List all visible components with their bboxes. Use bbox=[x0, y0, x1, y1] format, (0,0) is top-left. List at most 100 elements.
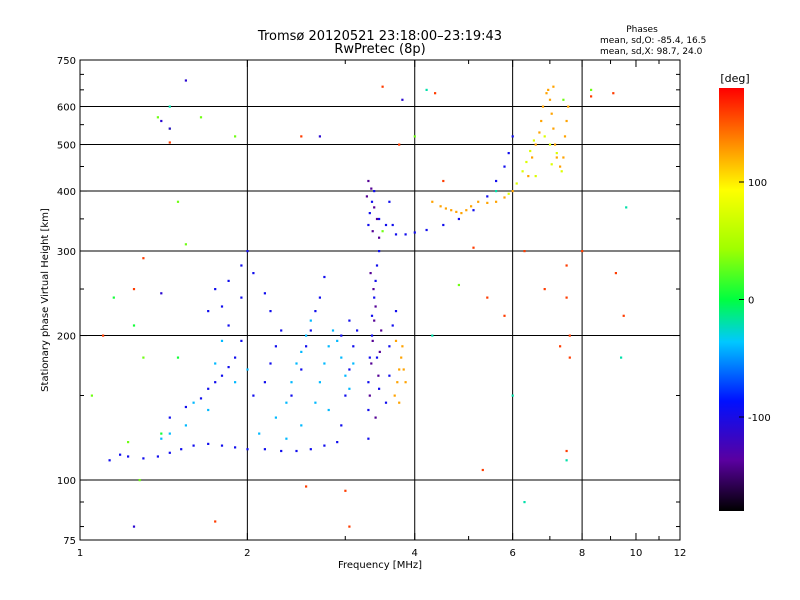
data-point bbox=[184, 243, 187, 246]
data-point bbox=[240, 264, 243, 267]
x-tick-label: 10 bbox=[630, 548, 643, 559]
data-point bbox=[370, 314, 374, 317]
data-point bbox=[176, 356, 180, 359]
data-point bbox=[477, 200, 480, 203]
data-point bbox=[378, 236, 381, 239]
data-point bbox=[472, 246, 475, 249]
data-point bbox=[348, 368, 351, 371]
data-point bbox=[373, 190, 376, 193]
data-point bbox=[305, 485, 308, 488]
data-point bbox=[214, 381, 217, 384]
data-point bbox=[568, 334, 571, 337]
data-point bbox=[344, 394, 347, 397]
data-point bbox=[384, 401, 388, 404]
data-point bbox=[431, 334, 434, 337]
x-tick-label: 6 bbox=[509, 548, 515, 559]
data-point bbox=[300, 135, 303, 138]
data-point bbox=[180, 448, 183, 451]
x-tick-label: 2 bbox=[244, 548, 250, 559]
data-point bbox=[554, 143, 557, 146]
data-point bbox=[305, 345, 308, 348]
colorbar: [deg] 100 0 -100 bbox=[719, 72, 771, 511]
y-tick-label: 75 bbox=[63, 536, 76, 547]
data-point bbox=[388, 374, 391, 377]
data-point bbox=[442, 223, 445, 227]
data-point bbox=[340, 424, 343, 427]
data-point bbox=[401, 345, 404, 348]
data-point bbox=[525, 160, 528, 164]
data-point bbox=[394, 233, 398, 236]
data-point bbox=[348, 387, 351, 390]
data-point bbox=[529, 149, 532, 153]
data-point bbox=[220, 444, 224, 447]
data-point bbox=[340, 334, 343, 337]
data-point bbox=[160, 437, 163, 440]
data-point bbox=[391, 223, 394, 227]
data-point bbox=[398, 143, 401, 146]
data-point bbox=[565, 264, 568, 267]
data-point bbox=[132, 525, 136, 528]
data-point bbox=[368, 212, 371, 215]
data-point bbox=[227, 279, 230, 282]
x-axis: 1 2 4 6 8 10 12 bbox=[77, 60, 686, 559]
data-point bbox=[562, 98, 565, 101]
data-point bbox=[393, 394, 396, 397]
y-tick-label: 500 bbox=[57, 141, 76, 152]
data-point bbox=[352, 345, 355, 348]
data-point bbox=[625, 206, 628, 209]
data-point bbox=[590, 88, 593, 91]
data-point bbox=[581, 250, 584, 253]
data-point bbox=[523, 250, 526, 253]
data-point bbox=[227, 324, 230, 327]
data-point bbox=[220, 305, 224, 308]
data-point bbox=[290, 381, 293, 384]
phases-line-o: mean, sd,O: -85.4, 16.5 bbox=[600, 36, 706, 46]
data-point bbox=[168, 105, 171, 108]
data-point bbox=[455, 210, 458, 213]
data-point bbox=[567, 105, 570, 108]
data-point bbox=[285, 401, 288, 404]
data-point bbox=[318, 381, 321, 384]
data-point bbox=[263, 292, 266, 295]
phases-title: Phases bbox=[626, 25, 658, 35]
y-tick-label: 750 bbox=[57, 56, 76, 67]
data-point bbox=[394, 310, 398, 313]
data-point bbox=[622, 314, 625, 317]
data-point bbox=[214, 362, 217, 365]
data-point bbox=[531, 156, 534, 159]
data-point bbox=[168, 432, 171, 435]
data-point bbox=[314, 401, 317, 404]
data-point bbox=[112, 296, 115, 299]
data-point bbox=[214, 520, 217, 523]
data-point bbox=[280, 329, 283, 332]
data-point bbox=[370, 200, 374, 203]
data-point bbox=[127, 441, 130, 444]
data-point bbox=[562, 156, 565, 159]
data-point bbox=[367, 437, 370, 440]
data-point bbox=[327, 408, 330, 412]
data-point bbox=[442, 179, 445, 183]
data-point bbox=[300, 368, 303, 371]
data-point bbox=[521, 170, 524, 173]
data-point bbox=[368, 394, 371, 397]
data-point bbox=[290, 394, 293, 397]
data-point bbox=[184, 79, 187, 82]
data-point bbox=[156, 116, 159, 119]
data-point bbox=[555, 156, 558, 159]
data-point bbox=[160, 432, 163, 435]
data-point bbox=[552, 85, 555, 88]
data-point bbox=[404, 233, 407, 236]
data-point bbox=[207, 442, 210, 445]
data-point bbox=[234, 135, 237, 138]
data-point bbox=[413, 135, 416, 138]
data-point bbox=[590, 95, 593, 98]
data-point bbox=[367, 223, 370, 227]
data-point bbox=[240, 339, 243, 342]
data-point bbox=[374, 305, 377, 308]
data-point bbox=[378, 387, 381, 390]
data-point bbox=[168, 416, 171, 419]
data-point bbox=[563, 135, 567, 138]
data-point bbox=[246, 448, 249, 451]
data-point bbox=[612, 92, 615, 95]
data-point bbox=[381, 230, 384, 233]
